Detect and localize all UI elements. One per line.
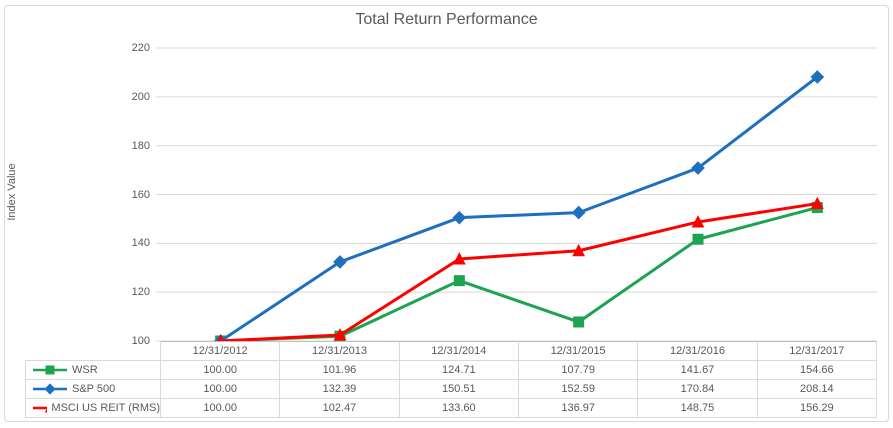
x-axis-date-label: 12/31/2016: [638, 341, 758, 361]
data-point-marker: [453, 275, 465, 287]
series-line: [219, 202, 819, 343]
data-point-marker: [333, 255, 347, 269]
legend-series-name: MSCI US REIT (RMS): [51, 402, 160, 414]
table-value-cell: 100.00: [161, 399, 281, 418]
y-axis-tick-label: 200: [131, 90, 150, 103]
legend-item: WSR: [25, 361, 161, 380]
table-value-cell: 124.71: [399, 361, 519, 380]
x-axis-date-label: 12/31/2014: [399, 341, 519, 361]
data-point-marker: [692, 233, 704, 245]
table-value-cell: 132.39: [280, 380, 400, 399]
table-value-cell: 148.75: [638, 399, 758, 418]
legend-key-square-icon: [33, 365, 67, 375]
y-axis-tick-label: 140: [131, 237, 150, 250]
y-axis-tick-label: 120: [131, 286, 150, 299]
data-table-with-legend: 12/31/2012 12/31/2013 12/31/2014 12/31/2015…: [25, 341, 877, 418]
table-value-cell: 136.97: [519, 399, 639, 418]
table-value-cell: 170.84: [638, 380, 758, 399]
legend-item: MSCI US REIT (RMS): [25, 399, 161, 418]
table-value-cell: 141.67: [638, 361, 758, 380]
y-axis-tick-label: 160: [131, 188, 150, 201]
data-point-marker: [810, 196, 824, 210]
data-point-marker: [573, 316, 585, 328]
data-point-marker: [45, 365, 55, 375]
table-value-cell: 154.66: [757, 361, 877, 380]
table-value-cell: 156.29: [757, 399, 877, 418]
data-point-marker: [452, 252, 466, 265]
table-value-cell: 107.79: [519, 361, 639, 380]
data-point-marker: [571, 205, 586, 220]
table-value-cell: 101.96: [280, 361, 400, 380]
table-value-cell: 102.47: [280, 399, 400, 418]
legend-item: S&P 500: [25, 380, 161, 399]
data-point-marker: [572, 243, 586, 257]
legend-key-triangle-icon: [33, 406, 48, 413]
data-point-marker: [452, 210, 467, 225]
y-axis-tick-label: 100: [131, 335, 150, 347]
chart-title: Total Return Performance: [355, 11, 538, 28]
legend-series-name: WSR: [72, 364, 98, 376]
x-axis-date-label: 12/31/2015: [519, 341, 639, 361]
table-value-cell: 100.00: [161, 361, 281, 380]
x-axis-date-label: 12/31/2013: [280, 341, 400, 361]
table-value-cell: 208.14: [757, 380, 877, 399]
y-axis-tick-label: 180: [131, 139, 150, 152]
data-point-marker: [44, 383, 56, 395]
series-line: [219, 75, 819, 343]
series-line: [219, 206, 819, 343]
table-corner-spacer: [25, 341, 161, 361]
data-point-marker: [691, 215, 705, 228]
data-point-marker: [333, 328, 347, 341]
legend-series-name: S&P 500: [72, 383, 116, 395]
table-value-cell: 150.51: [399, 380, 519, 399]
data-point-marker: [691, 161, 705, 175]
table-value-cell: 133.60: [399, 399, 519, 418]
table-value-cell: 100.00: [161, 380, 281, 399]
x-axis-date-label: 12/31/2017: [757, 341, 877, 361]
table-value-cell: 152.59: [519, 380, 639, 399]
legend-key-diamond-icon: [33, 383, 67, 395]
x-axis-date-label: 12/31/2012: [161, 341, 281, 361]
y-axis-tick-label: 220: [131, 42, 150, 54]
data-point-marker: [810, 70, 825, 84]
